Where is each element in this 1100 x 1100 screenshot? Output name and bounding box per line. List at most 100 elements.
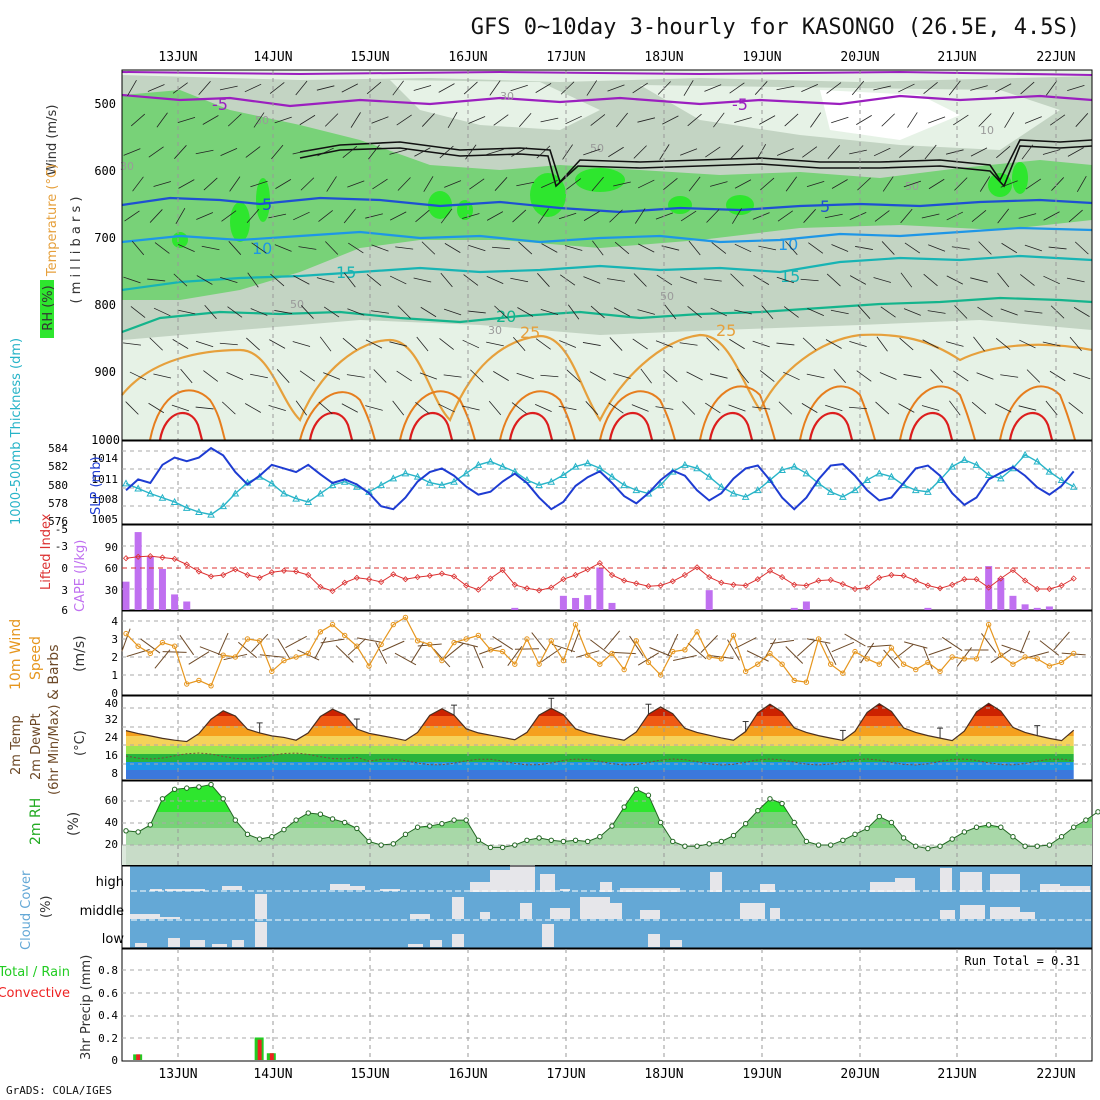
wind-barb [316, 277, 335, 283]
wind-barb [609, 337, 623, 351]
wind-barb [1018, 213, 1037, 219]
wind-barb [633, 273, 647, 287]
wind-barb [608, 146, 624, 158]
wind-barb [153, 373, 172, 379]
thickness-marker [450, 477, 458, 485]
isotherm-30 [158, 412, 1054, 441]
wind10-marker [730, 632, 737, 639]
rh2m-yaxis: 60 40 20 [105, 794, 118, 851]
wind10-barb [867, 644, 892, 648]
wind-barb [348, 242, 364, 254]
wind-barb [274, 310, 293, 314]
wind-barb [881, 113, 895, 127]
wind-barb [979, 176, 991, 192]
wind-barb [663, 369, 678, 383]
wind-barb [583, 276, 601, 284]
wind-barb [414, 147, 431, 157]
upper-axis-titles: Wind (m/s) Temperature (°C) RH (%) ( m i… [40, 105, 84, 338]
wind-barb [295, 80, 308, 96]
wind-barb [443, 374, 462, 378]
wind10-barb [140, 638, 161, 654]
wind-barb [831, 179, 848, 189]
rh2m-marker [694, 843, 700, 849]
wind-barb [318, 210, 333, 222]
li-marker [936, 585, 944, 592]
ytick-left: 580 [48, 479, 68, 492]
wind-barb [1043, 275, 1060, 285]
rh2m-marker [657, 819, 664, 826]
li-marker [402, 576, 409, 583]
cloud-block [560, 889, 570, 891]
rh2m-marker [840, 837, 846, 843]
rh2m-marker [913, 843, 919, 849]
wind10-barb [121, 628, 131, 652]
wind10-barb [314, 637, 327, 659]
rh-label: 30 [488, 324, 502, 337]
wind-barb [350, 112, 361, 128]
wind-barb [148, 402, 165, 414]
rh2m-marker [633, 786, 639, 792]
wind-barb [148, 146, 164, 158]
axis-title-cloud-units: (%) [39, 896, 54, 919]
li-marker [742, 582, 749, 589]
axis-title-precip-units: 3hr Precip (mm) [79, 955, 94, 1060]
temp2m-yaxis: 40 32 24 16 8 [105, 697, 119, 780]
wind-barb [518, 112, 532, 128]
wind-barb [608, 402, 624, 414]
rh2m-marker [621, 804, 627, 810]
wind-barb [776, 342, 795, 346]
wind-barb [923, 82, 938, 94]
rh2m-marker [317, 811, 324, 817]
wind-barb [1074, 241, 1089, 255]
wind-barb [463, 81, 478, 95]
ytick-label: 24 [105, 731, 119, 744]
wind10-marker [985, 621, 992, 628]
wind10-marker [657, 672, 664, 678]
wind10-marker [414, 638, 421, 644]
thickness-marker [474, 460, 483, 468]
axis-title-wind-units: (m/s) [72, 635, 88, 672]
wind-barb [366, 274, 382, 286]
li-marker [766, 567, 774, 574]
wind-barb [1051, 177, 1065, 191]
wind-barb [347, 308, 365, 316]
temp-band [126, 746, 1074, 754]
rh2m-marker [439, 820, 445, 827]
wind-barb [299, 114, 316, 126]
isotherm-label: 25 [520, 323, 540, 342]
wind10-barb [589, 639, 610, 655]
thickness-marker [851, 486, 859, 494]
bottom-date-label: 20JUN [840, 1067, 879, 1082]
li-marker [207, 573, 215, 580]
wind-barb [687, 113, 702, 127]
thickness-marker [936, 476, 944, 484]
wind-barb [325, 241, 339, 255]
rh2m-marker [755, 807, 761, 814]
wind10-marker [694, 629, 700, 635]
cloud-block [760, 884, 775, 892]
isotherm-label: 10 [252, 239, 272, 258]
wind-barb [680, 148, 698, 156]
wind-barb [420, 306, 437, 318]
cloud-level-low: low [102, 932, 125, 947]
wind-barb [178, 179, 195, 189]
bottom-date-label: 15JUN [350, 1067, 389, 1082]
cloud-block [520, 903, 532, 919]
li-marker [621, 577, 628, 584]
wind-barb [512, 336, 526, 352]
thickness-marker [1069, 482, 1078, 490]
wind-isotach-5 [121, 93, 1093, 108]
wind-barb [300, 177, 315, 191]
ytick-label: 800 [94, 298, 116, 312]
wind-barb [366, 81, 382, 95]
cape-bar [1033, 607, 1041, 610]
rh-band [126, 845, 1092, 865]
wind-barb [928, 244, 946, 252]
wind10-barb [928, 646, 952, 656]
li-marker [985, 584, 992, 591]
wind-barb [729, 82, 745, 94]
wind-barb [1020, 274, 1035, 286]
wind-barb [760, 177, 775, 191]
wind-barb [924, 144, 937, 160]
